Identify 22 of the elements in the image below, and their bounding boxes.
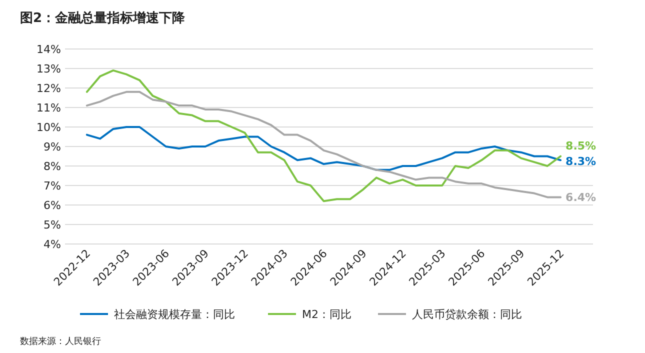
line-series: [86, 69, 562, 202]
y-tick-label: 12%: [36, 82, 61, 95]
line-series: [86, 126, 562, 171]
y-tick-label: 7%: [44, 180, 61, 192]
y-tick-label: 4%: [44, 238, 61, 251]
y-tick-label: 8%: [44, 160, 61, 173]
y-tick-label: 9%: [44, 140, 61, 154]
legend-label: M2：同比: [302, 308, 352, 321]
y-tick-label: 14%: [36, 43, 61, 56]
chart-title: 图2：金融总量指标增速下降: [20, 10, 186, 26]
data-label: 8.3%: [566, 155, 596, 168]
y-tick-label: 5%: [44, 218, 61, 232]
legend-label: 社会融资规模存量：同比: [114, 308, 235, 321]
y-tick-label: 13%: [36, 62, 61, 76]
y-tick-label: 10%: [36, 121, 61, 134]
source-note: 数据来源：人民银行: [20, 336, 101, 347]
legend-label: 人民币贷款余额：同比: [412, 308, 522, 321]
data-label: 8.5%: [566, 139, 596, 152]
data-label: 6.4%: [566, 191, 596, 204]
line-series: [86, 90, 562, 198]
y-tick-label: 11%: [36, 102, 61, 114]
y-tick-label: 6%: [44, 199, 61, 212]
